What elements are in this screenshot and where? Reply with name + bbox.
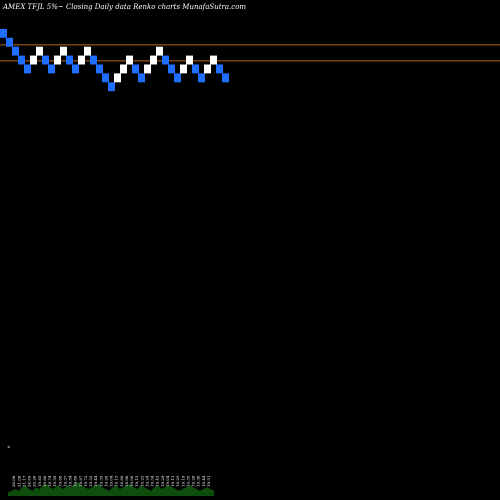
renko-brick-up (186, 55, 193, 65)
renko-brick-up (54, 55, 61, 65)
renko-brick-down (72, 64, 79, 74)
renko-brick-down (138, 73, 145, 83)
price-label: 19.66 (42, 475, 47, 487)
price-label: 19.37 (62, 475, 67, 487)
price-label: 19.51 (206, 476, 211, 487)
renko-brick-down (24, 64, 31, 74)
price-label: 19.25 (175, 475, 180, 487)
price-label: 19.04 (109, 475, 114, 487)
price-label: 19.86 (73, 475, 78, 487)
price-label: 19.35 (98, 475, 103, 487)
renko-brick-down (174, 73, 181, 83)
price-label: 19.11 (170, 476, 175, 487)
renko-brick-down (198, 73, 205, 83)
price-label: 19.54 (68, 475, 73, 487)
price-label: 18.96 (124, 475, 129, 487)
renko-brick-down (18, 55, 25, 65)
price-label: 19.15 (134, 475, 139, 487)
renko-brick-up (156, 46, 163, 56)
renko-brick-up (84, 46, 91, 56)
price-label: 19.85 (37, 475, 42, 487)
price-label: 21.08 (16, 475, 21, 487)
price-label: 19.87 (78, 475, 83, 487)
renko-brick-down (42, 55, 49, 65)
renko-brick-up (60, 46, 67, 56)
price-label: 19.34 (150, 475, 155, 487)
price-label: 19.44 (201, 475, 206, 487)
renko-brick-up (210, 55, 217, 65)
renko-brick-up (204, 64, 211, 74)
renko-brick-down (96, 64, 103, 74)
price-label: 19.04 (165, 475, 170, 487)
price-label: 19.19 (180, 475, 185, 487)
renko-brick-up (36, 46, 43, 56)
renko-brick-down (162, 55, 169, 65)
price-label: 19.28 (191, 475, 196, 487)
chart-title: AMEX TFJL 5%~ Closing Daily data Renko c… (2, 3, 246, 11)
renko-brick-up (180, 64, 187, 74)
renko-brick-up (30, 55, 37, 65)
renko-brick-down (216, 64, 223, 74)
price-label: 19.24 (144, 475, 149, 487)
price-labels: 620.08 21.08 21.17 20.69 20.26 19.85 19.66 19.7… (6, 445, 211, 487)
renko-brick-down (48, 64, 55, 74)
renko-brick-up (144, 64, 151, 74)
price-label: 19.72 (83, 475, 88, 487)
price-label: 19.23 (139, 475, 144, 487)
price-label: 20.69 (27, 475, 32, 487)
price-label: 19.36 (196, 475, 201, 487)
volume-area-shape (8, 482, 214, 496)
renko-brick-up (150, 55, 157, 65)
renko-brick-up (126, 55, 133, 65)
price-label: 19.35 (185, 475, 190, 487)
renko-brick-down (108, 82, 115, 92)
renko-brick-down (168, 64, 175, 74)
volume-area (8, 482, 214, 496)
renko-brick-down (12, 46, 19, 56)
renko-bricks (0, 28, 229, 92)
renko-brick-down (66, 55, 73, 65)
price-label: 18.88 (119, 475, 124, 487)
price-label: 19.44 (93, 475, 98, 487)
price-label: 19.26 (103, 475, 108, 487)
price-label: 19.15 (114, 475, 119, 487)
renko-brick-down (222, 73, 229, 83)
price-label: 20.08 (11, 475, 16, 487)
price-label: 6 (6, 445, 11, 448)
renko-brick-down (6, 37, 13, 47)
price-label: 21.17 (21, 475, 26, 487)
renko-brick-down (102, 73, 109, 83)
price-label: 19.68 (57, 475, 62, 487)
price-label: 19.53 (88, 475, 93, 487)
price-label: 19.06 (129, 475, 134, 487)
price-label: 19.74 (47, 475, 52, 487)
renko-brick-down (90, 55, 97, 65)
renko-brick-down (192, 64, 199, 74)
price-label: 19.59 (52, 475, 57, 487)
price-label: 19.43 (155, 475, 160, 487)
price-label: 19.29 (160, 475, 165, 487)
price-label: 20.26 (32, 475, 37, 487)
renko-brick-up (120, 64, 127, 74)
renko-brick-up (114, 73, 121, 83)
renko-brick-down (0, 28, 7, 38)
renko-brick-down (132, 64, 139, 74)
renko-brick-up (78, 55, 85, 65)
